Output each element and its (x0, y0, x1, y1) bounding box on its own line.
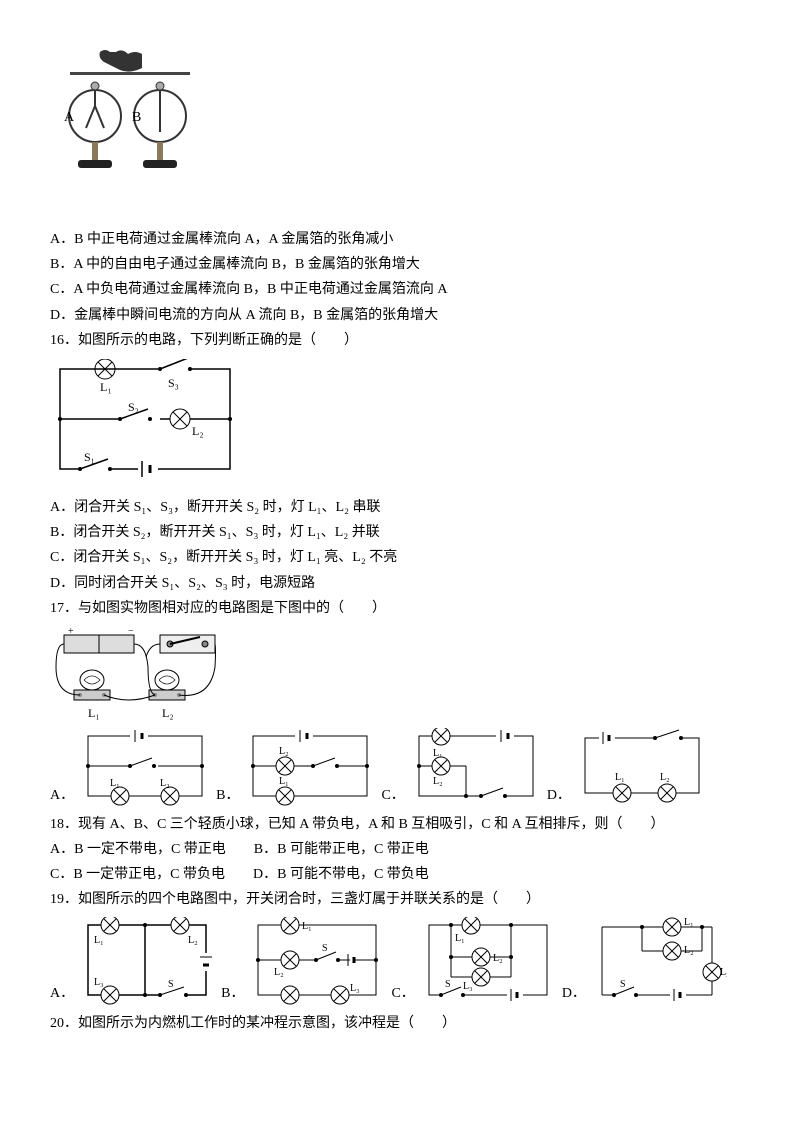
svg-text:S: S (445, 979, 451, 990)
svg-text:L₃: L₃ (350, 983, 360, 994)
q17-circuit-a: L₁ L₂ (80, 728, 210, 808)
q19-options-row: A． L₁ L₂ L₃ S B． L₁ S L₂ L₃ C． L₁ L₂ L₃ … (50, 917, 750, 1007)
svg-text:−: − (128, 627, 134, 637)
q17-circuit-d: L₁ L₂ (577, 728, 707, 808)
q19-circuit-d: L₁ L₂ L₃ S (592, 917, 727, 1007)
q16-figure: L₁ S₃ S₂ L₂ S₁ (50, 359, 750, 489)
q19-circuit-a: L₁ L₂ L₃ S (80, 917, 215, 1007)
q17-circuit-c: L₁ L₂ (411, 728, 541, 808)
svg-text:L₁: L₁ (88, 706, 100, 720)
svg-text:S: S (620, 979, 626, 990)
q16-opt-b: B．闭合开关 S₂，断开开关 S₁、S₃ 时，灯 L₁、L₂ 并联 (50, 520, 750, 545)
svg-text:L₁: L₁ (94, 935, 104, 946)
q19-label-a: A． (50, 981, 74, 1006)
svg-text:L₂: L₂ (274, 967, 284, 978)
svg-text:L₃: L₃ (463, 981, 473, 992)
q18-stem: 18．现有 A、B、C 三个轻质小球，已知 A 带负电，A 和 B 互相吸引，C… (50, 812, 750, 837)
q17-options-row: A． L₁ L₂ B． L₂ L₁ C． (50, 728, 750, 808)
q17-circuit-b: L₂ L₁ (245, 728, 375, 808)
q15-label-b: B (132, 110, 141, 125)
svg-text:S₂: S₂ (128, 400, 139, 414)
q15-figure: A B (50, 46, 750, 221)
svg-text:L₃: L₃ (720, 967, 727, 978)
q17-label-c: C． (381, 783, 404, 808)
q19-label-b: B． (221, 981, 244, 1006)
q17-label-a: A． (50, 783, 74, 808)
q15-label-a: A (64, 110, 75, 125)
svg-text:L₂: L₂ (160, 778, 170, 789)
q16-opt-d: D．同时闭合开关 S₁、S₂、S₃ 时，电源短路 (50, 571, 750, 596)
svg-text:S: S (168, 979, 174, 990)
svg-text:L₂: L₂ (493, 953, 503, 964)
q19-circuit-b: L₁ S L₂ L₃ (250, 917, 385, 1007)
q19-label-d: D． (562, 981, 586, 1006)
svg-text:+: + (68, 627, 74, 637)
q15-opt-b: B．A 中的自由电子通过金属棒流向 B，B 金属箔的张角增大 (50, 252, 750, 277)
q16-opt-c: C．闭合开关 S₁、S₂，断开开关 S₃ 时，灯 L₁ 亮、L₂ 不亮 (50, 545, 750, 570)
q15-opt-c: C．A 中负电荷通过金属棒流向 B，B 中正电荷通过金属箔流向 A (50, 277, 750, 302)
svg-text:S₃: S₃ (168, 376, 179, 390)
q16-stem: 16．如图所示的电路，下列判断正确的是（ ） (50, 328, 750, 353)
q17-label-b: B． (216, 783, 239, 808)
q19-label-c: C． (391, 981, 414, 1006)
svg-text:L₂: L₂ (188, 935, 198, 946)
q18-opts-ab: A．B 一定不带电，C 带正电 B．B 可能带正电，C 带正电 (50, 837, 750, 862)
q19-stem: 19．如图所示的四个电路图中，开关闭合时，三盏灯属于并联关系的是（ ） (50, 887, 750, 912)
q20-stem: 20．如图所示为内燃机工作时的某冲程示意图，该冲程是（ ） (50, 1011, 750, 1036)
q17-label-d: D． (547, 783, 571, 808)
q18-opts-cd: C．B 一定带正电，C 带负电 D．B 可能不带电，C 带负电 (50, 862, 750, 887)
q19-circuit-c: L₁ L₂ L₃ S (421, 917, 556, 1007)
svg-text:L₂: L₂ (684, 945, 694, 956)
svg-text:L₁: L₁ (302, 921, 312, 932)
q15-opt-d: D．金属棒中瞬间电流的方向从 A 流向 B，B 金属箔的张角增大 (50, 303, 750, 328)
svg-text:L₃: L₃ (94, 977, 104, 988)
svg-text:L₁: L₁ (615, 772, 625, 783)
svg-text:S: S (322, 943, 328, 954)
svg-text:L₂: L₂ (433, 776, 443, 787)
svg-text:S₁: S₁ (84, 450, 95, 464)
svg-text:L₂: L₂ (660, 772, 670, 783)
svg-text:L₁: L₁ (110, 778, 120, 789)
svg-text:L₁: L₁ (455, 933, 465, 944)
q16-opt-a: A．闭合开关 S₁、S₃，断开开关 S₂ 时，灯 L₁、L₂ 串联 (50, 495, 750, 520)
svg-text:L₁: L₁ (684, 917, 694, 928)
svg-text:L₁: L₁ (100, 380, 112, 394)
q17-stem: 17．与如图实物图相对应的电路图是下图中的（ ） (50, 596, 750, 621)
svg-text:L₂: L₂ (162, 706, 174, 720)
svg-text:L₁: L₁ (279, 776, 289, 787)
q15-opt-a: A．B 中正电荷通过金属棒流向 A，A 金属箔的张角减小 (50, 227, 750, 252)
svg-text:L₂: L₂ (279, 746, 289, 757)
svg-text:L₂: L₂ (192, 424, 204, 438)
q17-physical-figure: + − L₁ L₂ (50, 627, 750, 722)
